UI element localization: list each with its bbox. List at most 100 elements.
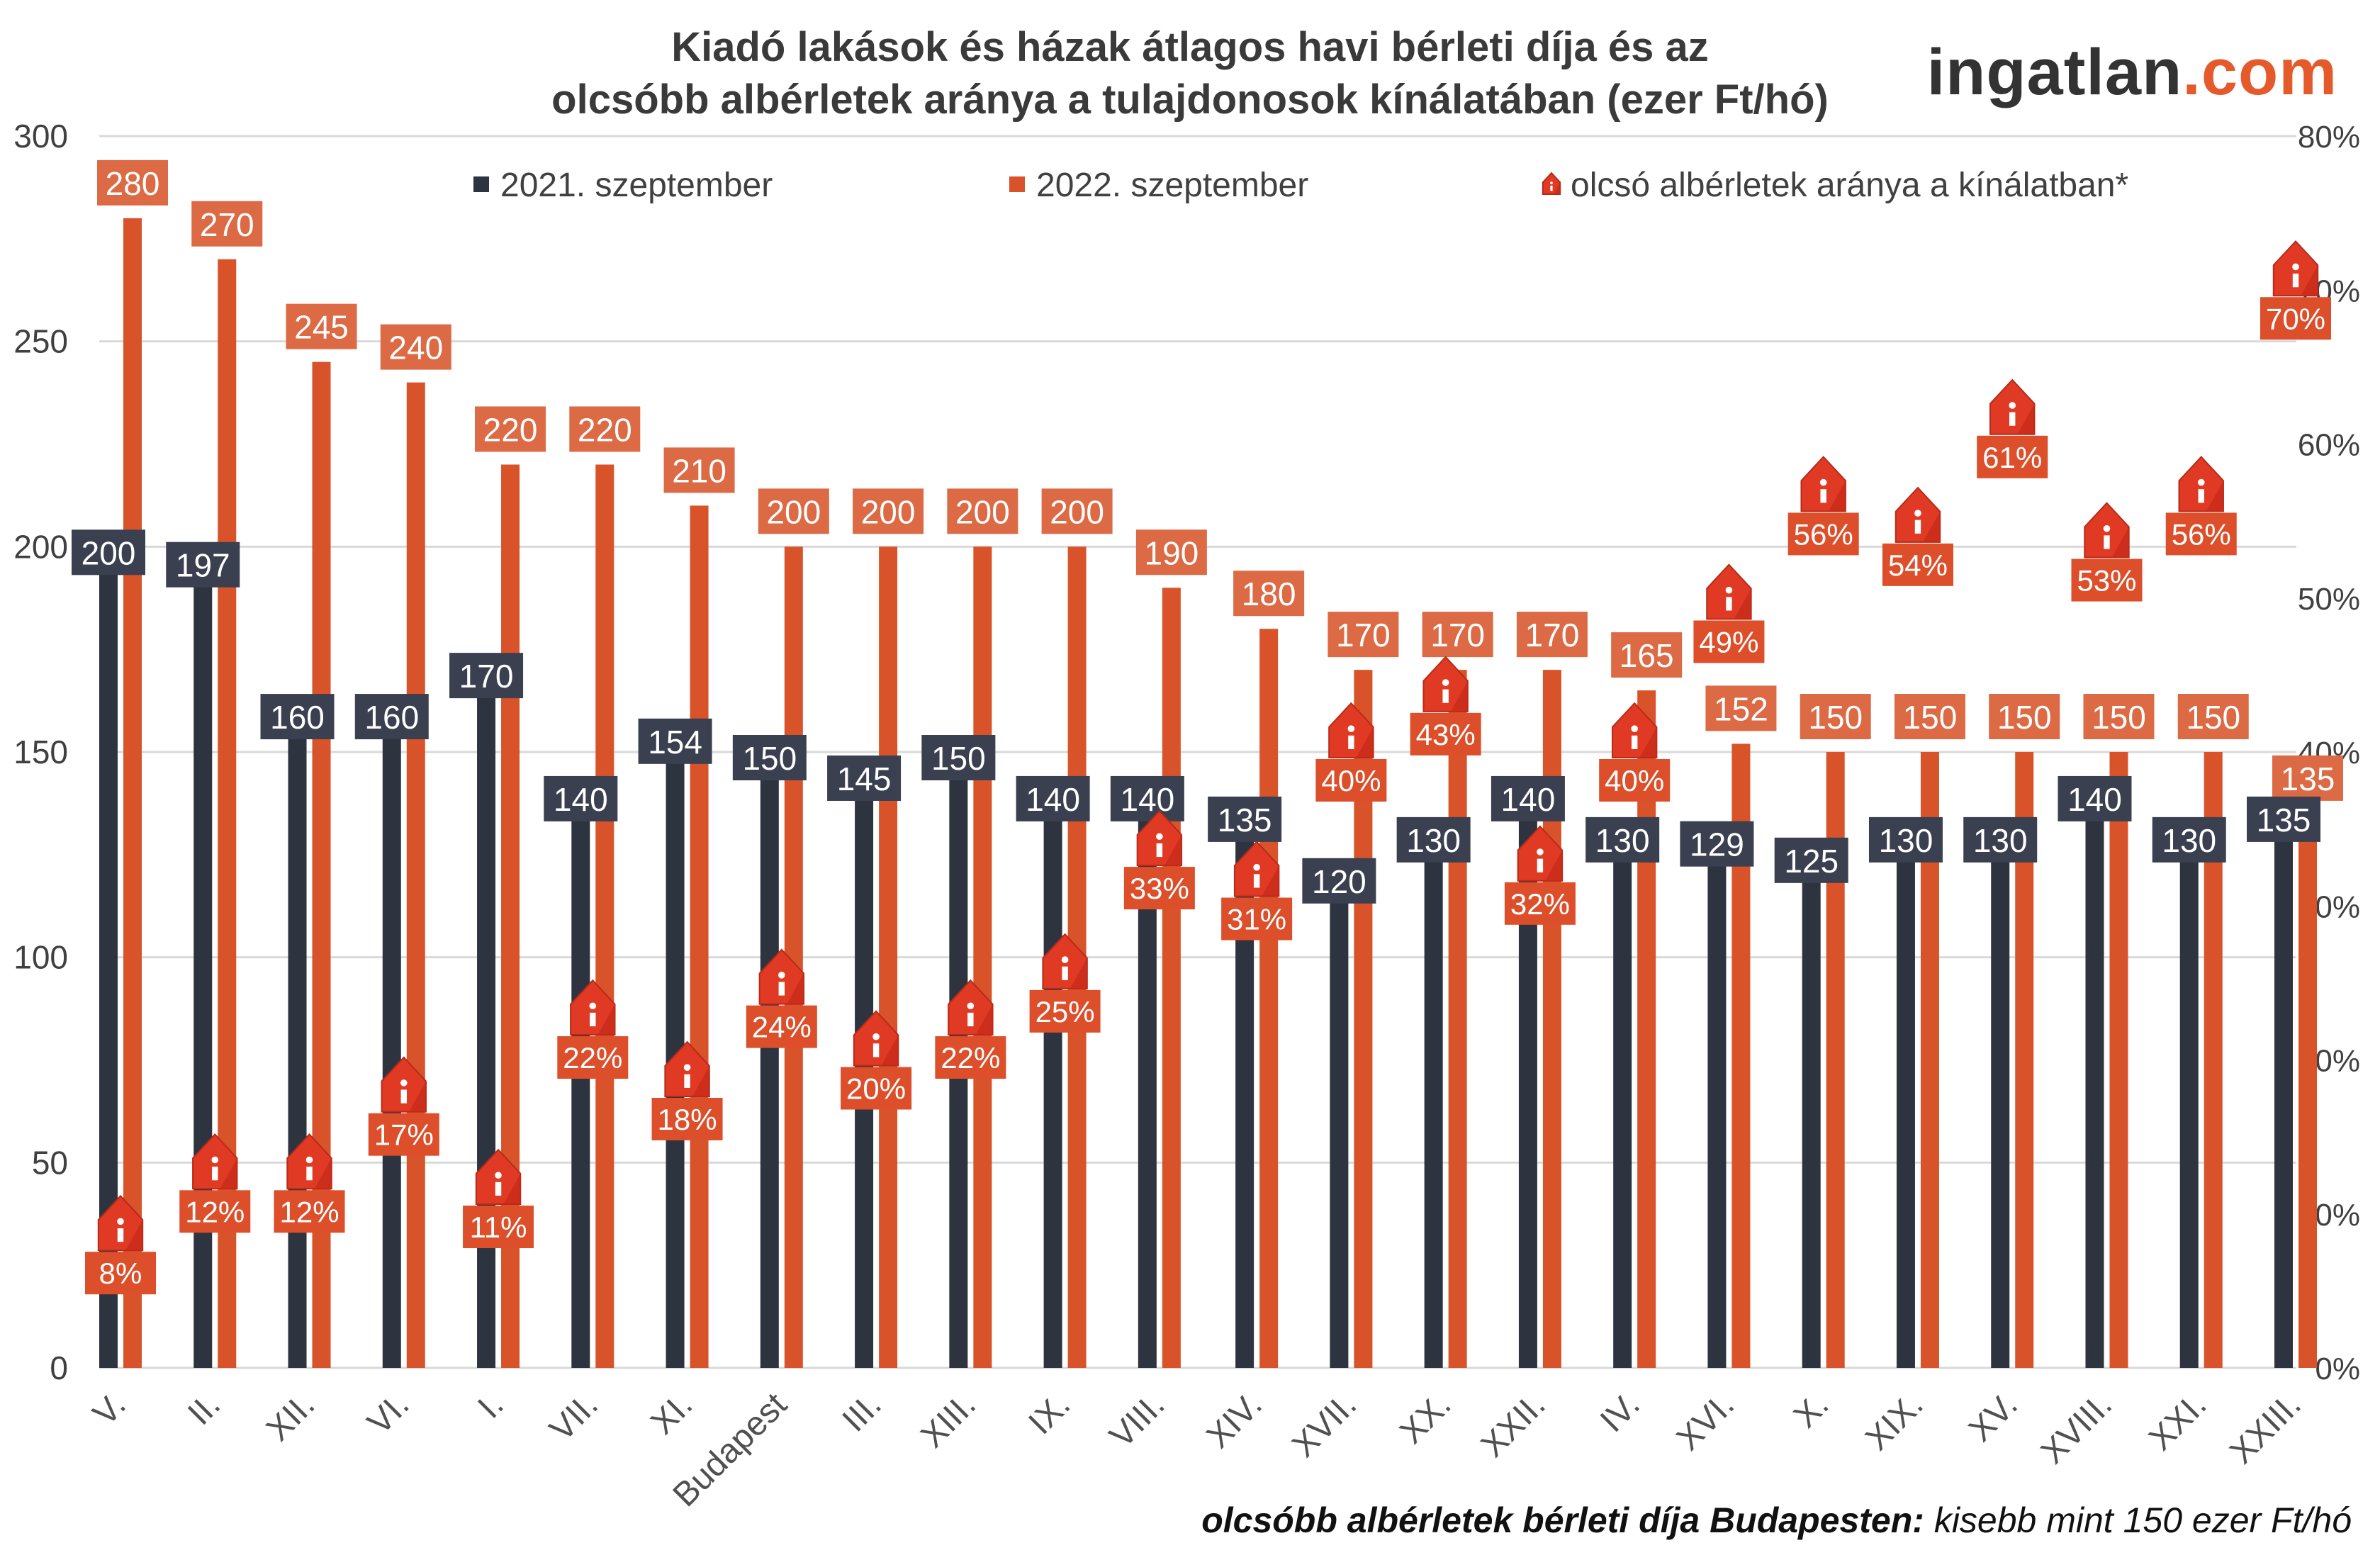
footnote-bold: olcsóbb albérletek bérleti díja Budapest… xyxy=(1201,1500,1924,1540)
house-info-dot xyxy=(683,1064,691,1071)
data-label-2022: 170 xyxy=(1336,617,1391,653)
x-tick-label: VI. xyxy=(361,1386,417,1442)
bar-2022 xyxy=(973,546,992,1369)
label-box-2021 xyxy=(260,694,335,740)
x-tick-label: XVII. xyxy=(1285,1386,1364,1464)
data-label-2021: 135 xyxy=(2257,802,2311,838)
pct-label: 43% xyxy=(1416,718,1476,751)
house-info-stem xyxy=(1442,689,1449,703)
label-box-2022 xyxy=(569,406,641,452)
chart-title: Kiadó lakások és házak átlagos havi bérl… xyxy=(0,21,2380,126)
bar-2022 xyxy=(406,382,425,1368)
pct-label: 22% xyxy=(941,1041,1000,1074)
data-label-2022: 200 xyxy=(1050,493,1104,530)
house-info-stem xyxy=(872,1043,880,1057)
x-tick-label: X. xyxy=(1787,1386,1836,1435)
data-label-2022: 150 xyxy=(1808,699,1863,736)
house-info-stem xyxy=(1348,735,1354,749)
house-marker-icon xyxy=(1706,563,1752,620)
bar-2021 xyxy=(193,558,213,1368)
house-shade xyxy=(787,973,804,1004)
bar-2022 xyxy=(1259,629,1279,1369)
pct-label: 70% xyxy=(2266,302,2325,335)
data-label-2021: 160 xyxy=(270,699,325,736)
pct-label-box xyxy=(274,1190,345,1233)
pct-label-box xyxy=(1882,543,1953,586)
house-marker-icon xyxy=(381,1056,427,1113)
title-line-2: olcsóbb albérletek aránya a tulajdonosok… xyxy=(551,77,1829,123)
house-info-dot xyxy=(211,1156,219,1164)
data-label-2022: 152 xyxy=(1714,690,1768,727)
label-box-2022 xyxy=(1611,632,1683,678)
y-tick-label: 100 xyxy=(13,939,68,976)
bar-2022 xyxy=(1542,670,1561,1368)
pct-label-box xyxy=(1977,435,2048,478)
house-info-dot xyxy=(1550,181,1553,184)
label-box-2021 xyxy=(354,694,429,740)
bar-2022 xyxy=(690,505,709,1368)
house-marker-icon xyxy=(1042,933,1088,989)
x-tick-label: IX. xyxy=(1021,1386,1077,1442)
bar-2021 xyxy=(760,752,779,1368)
bar-2021 xyxy=(1991,833,2010,1368)
house-info-stem xyxy=(1820,489,1826,503)
house-info-stem xyxy=(400,1089,407,1104)
pct-label: 17% xyxy=(374,1118,434,1152)
house-info-dot xyxy=(1442,679,1449,686)
label-box-2021 xyxy=(1110,775,1184,821)
label-box-2021 xyxy=(1016,775,1090,821)
bar-2022 xyxy=(879,546,898,1369)
house-marker-icon xyxy=(2178,456,2224,512)
house-info-dot xyxy=(1725,586,1733,594)
y-tick-label: 0 xyxy=(50,1349,68,1386)
data-label-2022: 200 xyxy=(861,493,916,530)
house-info-dot xyxy=(400,1079,408,1087)
label-box-2021 xyxy=(2152,816,2226,863)
data-label-2022: 210 xyxy=(672,452,726,489)
bar-2021 xyxy=(2085,792,2104,1368)
label-box-2021 xyxy=(1868,816,1943,863)
house-info-dot xyxy=(495,1172,502,1179)
house-shade xyxy=(1070,958,1087,989)
house-shade xyxy=(1164,834,1182,866)
bar-2022 xyxy=(123,218,142,1368)
house-marker-icon xyxy=(1800,456,1846,512)
house-info-dot xyxy=(589,1002,597,1010)
legend-label: 2021. szeptember xyxy=(500,167,773,204)
x-tick-label: XI. xyxy=(644,1386,700,1442)
house-info-dot xyxy=(1061,956,1069,963)
house-info-stem xyxy=(1537,858,1544,872)
label-box-2021 xyxy=(2058,775,2132,821)
x-tick-label: XV. xyxy=(1962,1386,2025,1449)
y2-tick-label: 60% xyxy=(2298,428,2360,463)
pct-label-box xyxy=(368,1113,439,1156)
house-shade xyxy=(2206,481,2223,512)
bar-2022 xyxy=(2109,752,2128,1368)
house-info-dot xyxy=(2103,524,2111,532)
pct-label: 56% xyxy=(2172,517,2231,551)
house-info-stem xyxy=(1550,185,1553,191)
bar-2022 xyxy=(1162,588,1181,1369)
label-box-2021 xyxy=(732,735,807,780)
house-shade xyxy=(2017,403,2035,434)
pct-label-box xyxy=(1787,512,1859,556)
pct-label-box xyxy=(1221,897,1293,941)
data-label-2022: 200 xyxy=(766,493,821,530)
house-marker-icon xyxy=(758,948,805,1005)
data-label-2021: 130 xyxy=(1406,822,1461,859)
data-label-2021: 145 xyxy=(837,760,892,797)
house-marker-icon xyxy=(1895,486,1941,543)
data-label-2021: 140 xyxy=(1026,781,1080,818)
house-marker-icon xyxy=(2084,502,2130,558)
title-line-1: Kiadó lakások és házak átlagos havi bérl… xyxy=(671,24,1709,70)
house-shade xyxy=(2111,527,2129,558)
x-tick-label: IV. xyxy=(1593,1386,1647,1439)
bar-2021 xyxy=(1043,792,1062,1368)
bar-2021 xyxy=(288,711,307,1368)
pct-label: 12% xyxy=(185,1195,245,1228)
house-info-dot xyxy=(1819,478,1827,486)
pct-label: 40% xyxy=(1321,764,1381,797)
data-label-2022: 170 xyxy=(1525,617,1580,653)
label-box-2022 xyxy=(191,201,263,247)
bar-2022 xyxy=(595,464,614,1368)
